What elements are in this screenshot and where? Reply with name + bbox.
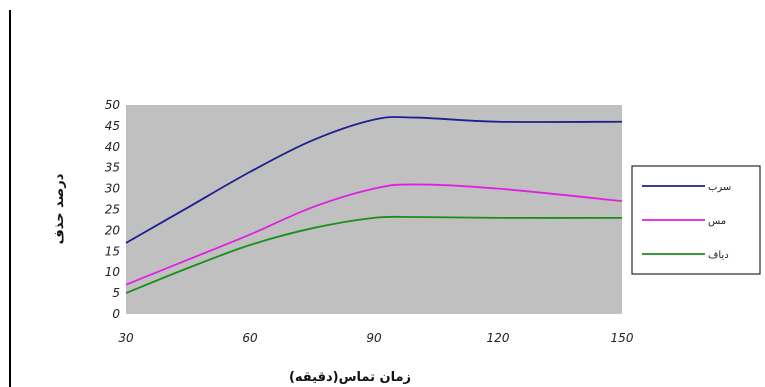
plot-area	[126, 105, 622, 314]
y-tick-label: 50	[105, 98, 121, 112]
y-tick-label: 5	[112, 286, 120, 300]
legend-label-2: مس	[708, 216, 726, 227]
y-tick-label: 35	[105, 161, 120, 175]
y-tick-label: 30	[105, 182, 121, 196]
series-line-1	[125, 116, 623, 244]
y-tick-label: 45	[105, 119, 120, 133]
y-tick-label: 20	[105, 223, 121, 237]
series-lines	[125, 116, 623, 294]
x-tick-label: 90	[366, 331, 382, 345]
series-line-3	[125, 215, 623, 294]
y-tick-label: 15	[105, 244, 120, 258]
y-tick-label: 40	[105, 140, 121, 154]
legend-label-1: سرب	[708, 182, 731, 193]
x-tick-label: 60	[242, 331, 258, 345]
legend-label-3: دیاف	[708, 250, 729, 261]
x-axis-label: زمان تماس(دقیقه)	[289, 370, 411, 385]
x-axis: 30 60 90 120 150	[118, 331, 633, 345]
x-tick-label: 150	[611, 331, 634, 345]
y-tick-label: 0	[112, 307, 120, 321]
legend: سرب مس دیاف	[642, 182, 731, 261]
y-tick-label: 25	[105, 203, 120, 217]
series-line-2	[125, 183, 623, 286]
x-tick-label: 120	[487, 331, 510, 345]
x-tick-label: 30	[118, 331, 134, 345]
y-axis: 0 5 10 15 20 25 30 35 40 45 50	[105, 98, 121, 321]
y-axis-label: درصد حذف	[52, 173, 67, 244]
y-tick-label: 10	[105, 265, 121, 279]
